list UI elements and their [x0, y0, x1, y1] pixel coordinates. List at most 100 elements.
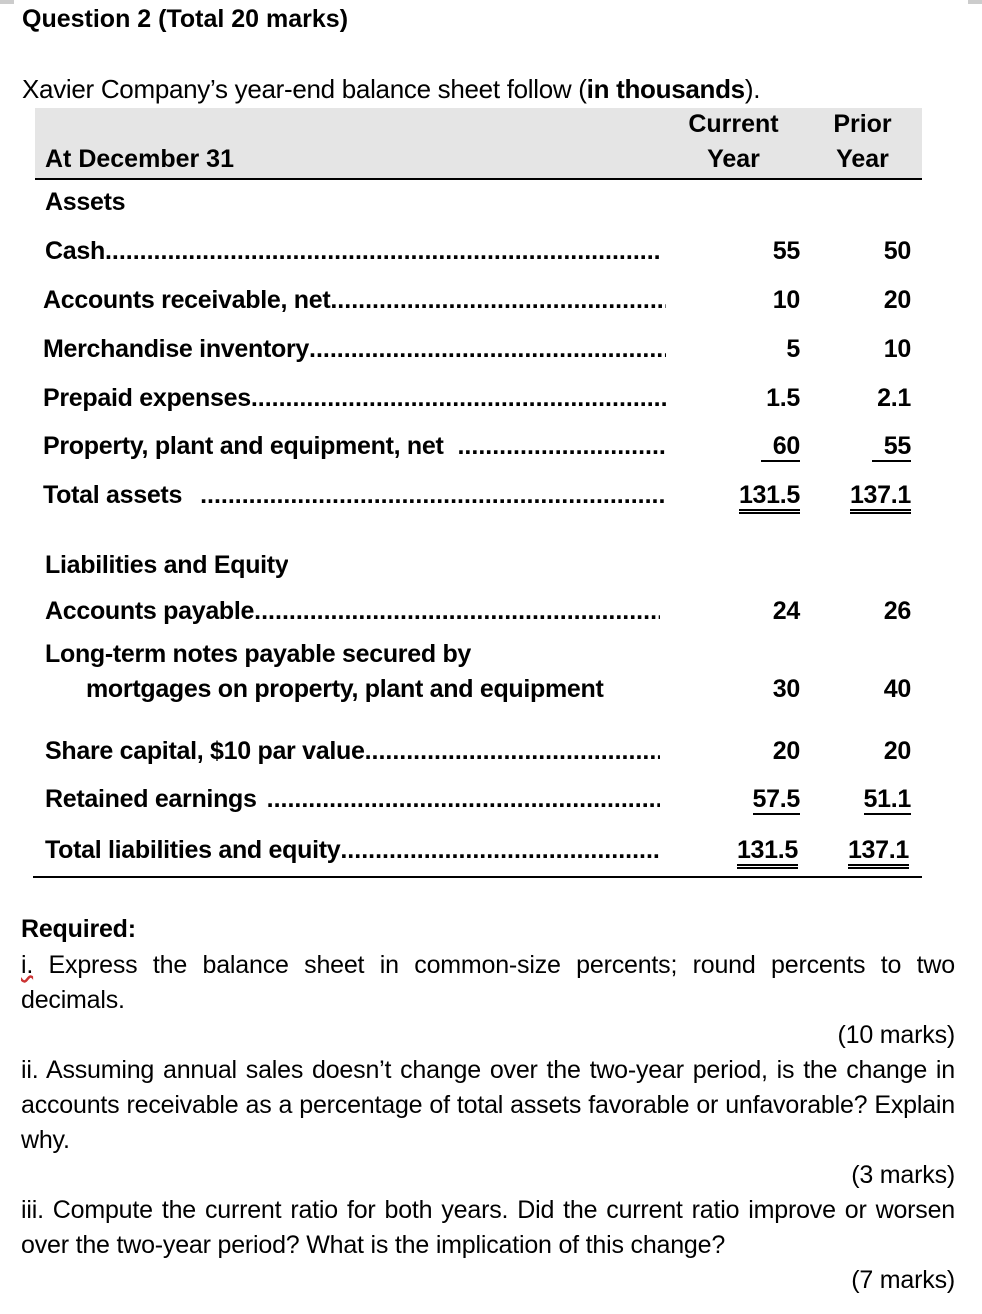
required-heading: Required:	[21, 915, 136, 943]
row-label-wrap: Accounts payable	[45, 597, 660, 626]
current-value: 131.5	[738, 481, 800, 514]
current-value: 30	[772, 675, 801, 703]
required-part-ii: ii. Assuming annual sales doesn’t change…	[21, 1053, 955, 1158]
current-value: 60	[760, 432, 800, 462]
header-date-label: At December 31	[45, 145, 234, 173]
table-row: Accounts payable 24 26	[0, 597, 982, 631]
leader-dots	[267, 785, 660, 814]
row-label: Cash	[45, 237, 105, 265]
current-value-wrap: 57.5	[752, 785, 800, 815]
prior-value: 137.1	[849, 481, 911, 514]
row-label-wrap: Retained earnings	[45, 785, 660, 814]
part-marks: (10 marks)	[837, 1021, 956, 1049]
part-number: i.	[21, 951, 34, 979]
part-text: Compute the current ratio for both years…	[21, 1196, 955, 1259]
row-label: Property, plant and equipment, net	[43, 432, 444, 460]
header-current-line2: Year	[707, 145, 760, 173]
leader-dots	[251, 384, 666, 413]
liabilities-heading-row: Liabilities and Equity	[0, 551, 982, 585]
prior-value: 55	[871, 432, 911, 462]
table-row: Merchandise inventory 5 10	[0, 335, 982, 369]
table-row: Retained earnings 57.5 51.1	[0, 785, 982, 819]
table-row: Prepaid expenses 1.5 2.1	[0, 384, 982, 418]
table-bottom-rule	[33, 876, 922, 878]
total-row: Total liabilities and equity 131.5 137.1	[0, 836, 982, 870]
leader-dots	[309, 335, 666, 364]
table-row: Accounts receivable, net 10 20	[0, 286, 982, 320]
row-label-wrap: Property, plant and equipment, net	[43, 432, 666, 461]
question-title: Question 2 (Total 20 marks)	[22, 5, 349, 33]
prior-value: 20	[883, 286, 912, 314]
row-label-wrap: Total assets	[43, 481, 666, 510]
table-row: mortgages on property, plant and equipme…	[0, 675, 982, 709]
row-label: Merchandise inventory	[43, 335, 310, 363]
part-number: ii.	[21, 1056, 39, 1084]
header-rule	[35, 178, 922, 180]
current-value: 5	[786, 335, 800, 363]
header-prior-line2: Year	[836, 145, 889, 173]
header-prior-line1: Prior	[833, 110, 892, 138]
leader-dots	[330, 286, 666, 315]
spacer	[257, 785, 267, 814]
table-row: Cash 55 50	[0, 237, 982, 271]
row-label-line2: mortgages on property, plant and equipme…	[86, 675, 604, 703]
table-header-band	[35, 108, 922, 179]
row-label-wrap: Cash	[45, 237, 660, 266]
leader-dots	[200, 481, 666, 510]
row-label: Accounts receivable, net	[43, 286, 331, 314]
row-label-wrap: Prepaid expenses	[43, 384, 666, 413]
required-part-i: i. Express the balance sheet in common-s…	[21, 948, 955, 1018]
current-value-wrap: 131.5	[736, 836, 798, 869]
row-label-wrap: Accounts receivable, net	[43, 286, 666, 315]
total-row: Total assets 131.5 137.1	[0, 481, 982, 515]
leader-dots	[457, 432, 666, 461]
current-value-wrap: 131.5	[738, 481, 800, 514]
current-value: 131.5	[736, 836, 798, 869]
prior-value-wrap: 137.1	[849, 481, 911, 514]
row-label: Long-term notes payable secured by	[45, 640, 472, 668]
current-value: 20	[772, 737, 801, 765]
part-marks: (3 marks)	[851, 1161, 955, 1189]
assets-heading-row: Assets	[0, 188, 982, 222]
section-heading: Assets	[45, 188, 126, 216]
section-heading: Liabilities and Equity	[45, 551, 289, 579]
leader-dots	[254, 597, 660, 626]
row-label-wrap: Merchandise inventory	[43, 335, 666, 364]
prior-value-wrap: 51.1	[863, 785, 911, 815]
row-label-wrap: Total liabilities and equity	[45, 836, 660, 865]
row-label-wrap: Share capital, $10 par value	[45, 737, 660, 766]
spacer	[443, 432, 457, 461]
prior-value: 51.1	[863, 785, 911, 815]
prior-value-wrap: 137.1	[847, 836, 909, 869]
current-value: 24	[772, 597, 801, 625]
leader-dots	[365, 737, 660, 766]
current-value-wrap: 60	[760, 432, 800, 462]
prior-value: 2.1	[877, 384, 911, 412]
part-marks: (7 marks)	[851, 1266, 955, 1294]
prior-value: 10	[883, 335, 912, 363]
spacer	[182, 481, 200, 510]
prior-value: 26	[883, 597, 912, 625]
part-text: Express the balance sheet in common-size…	[21, 951, 955, 1014]
intro-suffix: ).	[744, 74, 761, 104]
part-number: iii.	[21, 1196, 44, 1224]
page-corner-mark	[0, 0, 14, 4]
page-corner-mark	[968, 0, 982, 4]
table-row-line1: Long-term notes payable secured by	[0, 640, 982, 674]
header-current-line1: Current	[688, 110, 779, 138]
prior-value: 20	[883, 737, 912, 765]
table-row: Share capital, $10 par value 20 20	[0, 737, 982, 771]
table-row: Property, plant and equipment, net 60 55	[0, 432, 982, 466]
prior-value: 40	[883, 675, 912, 703]
prior-value-wrap: 55	[871, 432, 911, 462]
leader-dots	[105, 237, 660, 266]
current-value: 10	[772, 286, 801, 314]
leader-dots	[340, 836, 660, 865]
row-label: Total assets	[43, 481, 183, 509]
current-value: 1.5	[766, 384, 800, 412]
row-label: Retained earnings	[45, 785, 257, 813]
intro-text: Xavier Company’s year-end balance sheet …	[22, 74, 587, 104]
row-label: Total liabilities and equity	[45, 836, 341, 864]
row-label: Accounts payable	[45, 597, 255, 625]
